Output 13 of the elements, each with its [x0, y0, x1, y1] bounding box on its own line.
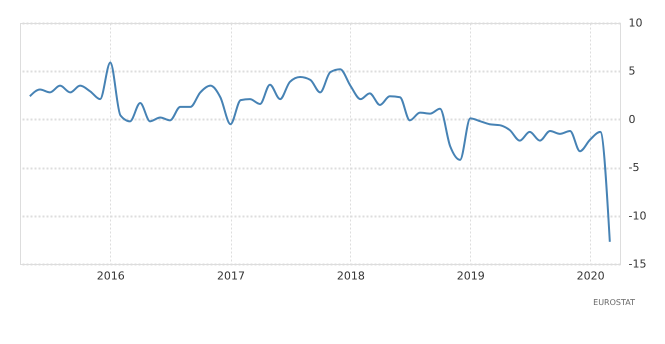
text: EUROSTAT [593, 298, 636, 307]
x-tick-label: 2017 [217, 270, 246, 282]
x-tick-label: 2019 [456, 270, 485, 282]
y-tick-label: 0 [628, 112, 636, 126]
x-tick-label: 2018 [336, 270, 365, 282]
y-tick-label: -15 [628, 258, 646, 270]
y-tick-label: -5 [628, 161, 640, 174]
y-tick-label: 5 [628, 64, 636, 78]
y-tick-label: -10 [628, 209, 646, 222]
x-tick-label: 2016 [96, 270, 125, 282]
line-series [28, 62, 611, 243]
x-tick-label: 2020 [576, 270, 605, 282]
y-tick-label: 10 [628, 16, 642, 30]
